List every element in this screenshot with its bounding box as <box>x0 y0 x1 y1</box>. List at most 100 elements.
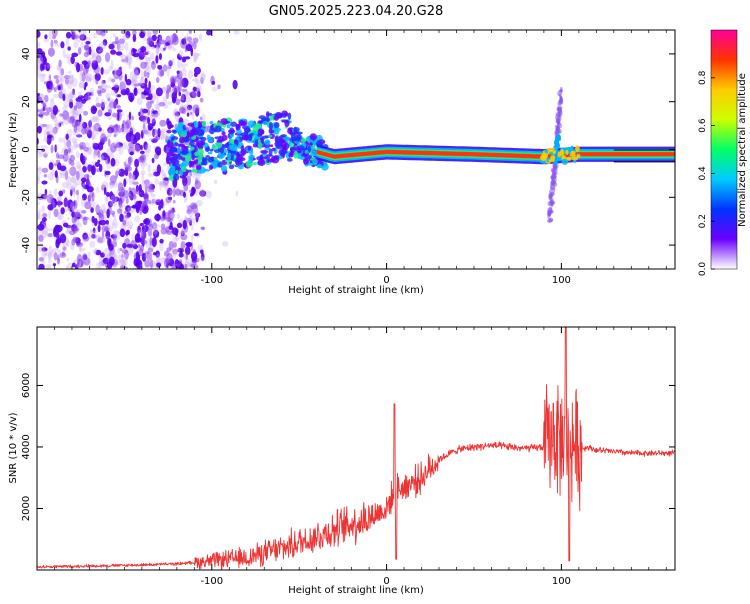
spectrogram-noise-blob <box>37 167 42 171</box>
spectrogram-noise-blob <box>57 74 63 79</box>
snr-x-ticks: -100 0 100 <box>54 327 667 587</box>
spectrogram-noise-blob <box>59 172 65 179</box>
spectrogram-noise-blob <box>144 143 152 153</box>
spectrogram-noise-blob <box>179 249 183 254</box>
spectrogram-noise-blob <box>41 249 48 259</box>
spectrogram-noise-blob <box>63 100 70 108</box>
spectrogram-noise-blob <box>180 233 188 241</box>
spectrogram-band-blob <box>209 120 214 125</box>
spectrogram-noise-blob <box>65 133 69 140</box>
spectrogram-noise-blob <box>117 40 120 51</box>
spectrogram-noise-blob <box>129 208 136 212</box>
spectrogram-noise-blob <box>112 236 117 241</box>
spectrogram-noise-blob <box>97 235 102 243</box>
spectrogram-noise-blob <box>157 69 165 78</box>
spectrogram-spike-cluster <box>570 150 576 156</box>
spectrogram-noise-blob <box>155 76 160 83</box>
spectrogram-noise-blob <box>141 172 145 183</box>
spectrogram-noise-blob <box>37 108 41 113</box>
spectrogram-noise-blob <box>110 59 114 70</box>
spectrogram-spike-cluster <box>550 155 556 161</box>
spectrogram-noise-blob <box>159 238 164 244</box>
spectrogram-noise-blob <box>137 87 143 95</box>
spectrogram-noise-blob <box>75 144 81 148</box>
spectrogram-noise-blob <box>72 34 80 39</box>
spectrogram-noise-blob <box>121 253 124 259</box>
spectrogram-noise-blob <box>67 60 72 65</box>
spectrogram-noise-blob <box>185 43 193 52</box>
spectrogram-noise-blob <box>171 210 175 222</box>
spectrogram-noise-blob <box>198 256 206 262</box>
spectrogram-noise-blob <box>59 66 62 76</box>
spectrogram-noise-blob <box>40 73 47 78</box>
spectrogram-noise-blob <box>65 75 71 85</box>
colorbar-tick-label: 0.2 <box>698 214 708 228</box>
spectrogram-noise-blob <box>69 206 73 213</box>
spectrogram-noise-blob <box>119 258 126 262</box>
spectrogram-noise-blob <box>140 144 143 151</box>
spectrogram-noise-blob <box>93 248 98 253</box>
spectrogram-band-blob <box>288 152 293 158</box>
spectrogram-spike-cluster <box>573 159 577 163</box>
spectrogram-noise-blob <box>116 109 123 113</box>
spectrogram-noise-blob <box>131 205 138 209</box>
spectrogram-noise-blob <box>190 224 194 232</box>
spectrogram-noise-blob <box>63 75 71 80</box>
spectrogram-noise-blob <box>91 131 97 140</box>
spectrogram-noise-blob <box>71 262 76 268</box>
spectrogram-noise-blob <box>64 117 71 121</box>
spectrogram-noise-blob <box>38 257 45 262</box>
colorbar-label: Normalized spectral amplitude <box>737 73 748 227</box>
spectrogram-noise-blob <box>154 213 161 222</box>
spectrogram-noise-blob <box>90 105 97 115</box>
spectrogram-band-blob <box>207 137 214 143</box>
spectrogram-noise-blob <box>124 41 129 52</box>
spectrogram-noise-blob <box>85 75 91 83</box>
spectrogram-noise-blob <box>43 128 47 139</box>
spectrogram-band-blob <box>253 161 258 166</box>
spectrogram-noise-blob <box>89 240 96 248</box>
spectrogram-noise-blob <box>136 97 143 106</box>
spectrogram-band-blob <box>189 161 195 167</box>
spectrogram-noise-blob <box>55 238 60 249</box>
spectrogram-noise-blob <box>105 156 109 165</box>
spectrogram-noise-blob <box>59 77 63 83</box>
spectrogram-noise-blob <box>68 70 72 75</box>
spectrogram-noise-blob <box>124 164 130 171</box>
spectrogram-noise-blob <box>86 186 94 193</box>
spectrogram-noise-blob <box>42 137 49 143</box>
spectrogram-noise-blob <box>72 189 76 198</box>
spectrogram-noise-blob <box>93 151 97 160</box>
spectrogram-noise-blob <box>148 228 153 232</box>
spectrogram-noise-blob <box>68 230 76 236</box>
spectrogram-noise-blob <box>82 193 87 201</box>
spectrogram-band-blob <box>195 141 201 148</box>
spectrogram-noise-blob <box>73 212 78 223</box>
spectrogram-noise-blob <box>69 202 75 211</box>
spectrogram-noise-blob <box>92 149 99 158</box>
spectrogram-noise-blob <box>117 247 121 255</box>
spectrogram-noise-blob <box>166 252 173 263</box>
spectrogram-noise-blob <box>168 209 176 214</box>
spectrogram-noise-blob <box>193 56 197 64</box>
snr-panel: -100 0 100 2000 4000 6000 Height of straight… <box>8 326 676 596</box>
spectrogram-x-ticks: -100 0 100 <box>54 30 667 286</box>
spectrogram-band-blob <box>302 158 309 165</box>
spectrogram-noise-blob <box>89 199 96 209</box>
colorbar-tick-label: 0.6 <box>698 118 708 133</box>
spectrogram-noise-blob <box>54 144 57 153</box>
spectrogram-noise-blob <box>75 150 80 159</box>
spectrogram-noise-blob <box>59 233 67 244</box>
spectrogram-band-blob <box>287 112 292 120</box>
spectrogram-noise-blob <box>83 83 87 91</box>
spectrogram-noise-blob <box>47 47 55 57</box>
spectrogram-noise-blob <box>88 75 92 83</box>
spectrogram-noise-blob <box>102 257 110 265</box>
spectrogram-noise-blob <box>124 119 132 129</box>
spectrogram-noise-blob <box>71 109 79 118</box>
spectrogram-noise-blob <box>178 50 184 58</box>
spectrogram-noise-blob <box>141 91 149 95</box>
y-tick-label: 40 <box>21 48 32 61</box>
spectrogram-noise-blob <box>60 207 65 215</box>
spectrogram-band-blob <box>312 158 318 165</box>
